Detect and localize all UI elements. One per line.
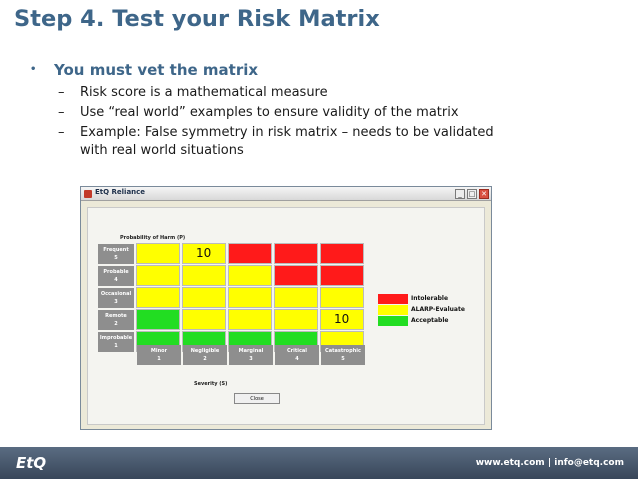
minimize-button[interactable]: _	[455, 189, 465, 199]
sub-bullet-text: Risk score is a mathematical measure	[80, 85, 328, 100]
sub-bullet-dash: –	[58, 125, 65, 140]
bullet-marker: •	[30, 64, 37, 75]
row-label: Probable 4	[98, 266, 134, 286]
matrix-cell[interactable]	[320, 309, 364, 330]
column-label-name: Negligible	[190, 348, 220, 354]
row-label-name: Probable	[103, 269, 129, 275]
column-label-number: 3	[249, 356, 253, 362]
matrix-cell[interactable]	[136, 309, 180, 330]
footer-logo: EtQ	[16, 454, 47, 472]
legend-item: Acceptable	[378, 316, 448, 326]
risk-matrix-panel: Probability of Harm (P) Severity (S) Clo…	[87, 207, 485, 425]
legend-swatch	[378, 316, 408, 326]
sub-bullet-3: – Example: False symmetry in risk matrix…	[30, 124, 630, 142]
footer-bar: EtQ www.etq.com | info@etq.com	[0, 447, 638, 479]
matrix-cell[interactable]	[274, 243, 318, 264]
row-label: Remote 2	[98, 310, 134, 330]
column-label: Catastrophic 5	[321, 345, 365, 365]
matrix-cell[interactable]	[274, 265, 318, 286]
matrix-cell[interactable]	[228, 309, 272, 330]
sub-bullet-text: Use “real world” examples to ensure vali…	[80, 105, 459, 120]
row-label-number: 3	[114, 299, 118, 305]
row-label-name: Frequent	[103, 247, 129, 253]
column-label-number: 2	[203, 356, 207, 362]
column-label-name: Catastrophic	[325, 348, 361, 354]
column-label: Negligible 2	[183, 345, 227, 365]
legend-swatch	[378, 294, 408, 304]
legend-label: Intolerable	[411, 295, 449, 302]
legend-swatch	[378, 305, 408, 315]
column-label-number: 5	[341, 356, 345, 362]
matrix-cell[interactable]	[182, 287, 226, 308]
column-label-number: 4	[295, 356, 299, 362]
legend-item: Intolerable	[378, 294, 448, 304]
column-label: Critical 4	[275, 345, 319, 365]
row-label-number: 5	[114, 255, 118, 261]
window-titlebar[interactable]: EtQ Reliance _ □ ✕	[81, 187, 491, 201]
bullet-list: • You must vet the matrix – Risk score i…	[30, 58, 630, 160]
matrix-cell[interactable]	[136, 287, 180, 308]
matrix-cell[interactable]	[228, 243, 272, 264]
sub-bullet-2: – Use “real world” examples to ensure va…	[30, 104, 630, 122]
legend-label: Acceptable	[411, 317, 449, 324]
matrix-cell[interactable]	[182, 309, 226, 330]
bullet-text: You must vet the matrix	[54, 61, 259, 79]
matrix-cell[interactable]	[182, 243, 226, 264]
column-label-name: Marginal	[238, 348, 264, 354]
matrix-cell[interactable]	[274, 309, 318, 330]
window-title: EtQ Reliance	[95, 188, 146, 196]
matrix-cell-value: 10	[196, 246, 212, 260]
row-label-name: Improbable	[99, 335, 133, 341]
row-label-name: Remote	[105, 313, 127, 319]
sub-bullet-text: with real world situations	[80, 143, 244, 158]
row-label: Frequent 5	[98, 244, 134, 264]
matrix-cell[interactable]	[320, 287, 364, 308]
footer-contact: www.etq.com | info@etq.com	[475, 458, 624, 468]
sub-bullet-dash: –	[58, 105, 65, 120]
column-label: Minor 1	[137, 345, 181, 365]
sub-bullet-3-continued: with real world situations	[30, 142, 630, 160]
bullet-main: • You must vet the matrix	[30, 58, 630, 82]
row-label-name: Occasional	[100, 291, 132, 297]
app-icon	[84, 190, 92, 198]
probability-axis-title: Probability of Harm (P)	[120, 235, 186, 241]
matrix-cell[interactable]	[320, 243, 364, 264]
maximize-button[interactable]: □	[467, 189, 477, 199]
matrix-cell[interactable]	[274, 287, 318, 308]
matrix-cell-value: 10	[334, 312, 350, 326]
sub-bullet-dash: –	[58, 85, 65, 100]
column-label: Marginal 3	[229, 345, 273, 365]
row-label-number: 2	[114, 321, 118, 327]
row-label-number: 4	[114, 277, 118, 283]
sub-bullet-1: – Risk score is a mathematical measure	[30, 84, 630, 102]
slide-title: Step 4. Test your Risk Matrix	[14, 6, 380, 32]
column-label-name: Minor	[150, 348, 168, 354]
row-label: Improbable 1	[98, 332, 134, 352]
row-label-number: 1	[114, 343, 118, 349]
column-label-name: Critical	[286, 348, 307, 354]
sub-bullet-text: Example: False symmetry in risk matrix –…	[80, 125, 494, 140]
etq-reliance-window: EtQ Reliance _ □ ✕ Probability of Harm (…	[80, 186, 492, 430]
matrix-cell[interactable]	[136, 265, 180, 286]
legend-label: ALARP-Evaluate	[411, 306, 465, 313]
matrix-cell[interactable]	[136, 243, 180, 264]
row-label: Occasional 3	[98, 288, 134, 308]
matrix-cell[interactable]	[182, 265, 226, 286]
severity-axis-title: Severity (S)	[194, 381, 228, 387]
matrix-cell[interactable]	[228, 265, 272, 286]
legend-item: ALARP-Evaluate	[378, 305, 465, 315]
column-label-number: 1	[157, 356, 161, 362]
matrix-cell[interactable]	[320, 265, 364, 286]
close-window-button[interactable]: ✕	[479, 189, 489, 199]
matrix-cell[interactable]	[228, 287, 272, 308]
close-button[interactable]: Close	[234, 393, 280, 404]
